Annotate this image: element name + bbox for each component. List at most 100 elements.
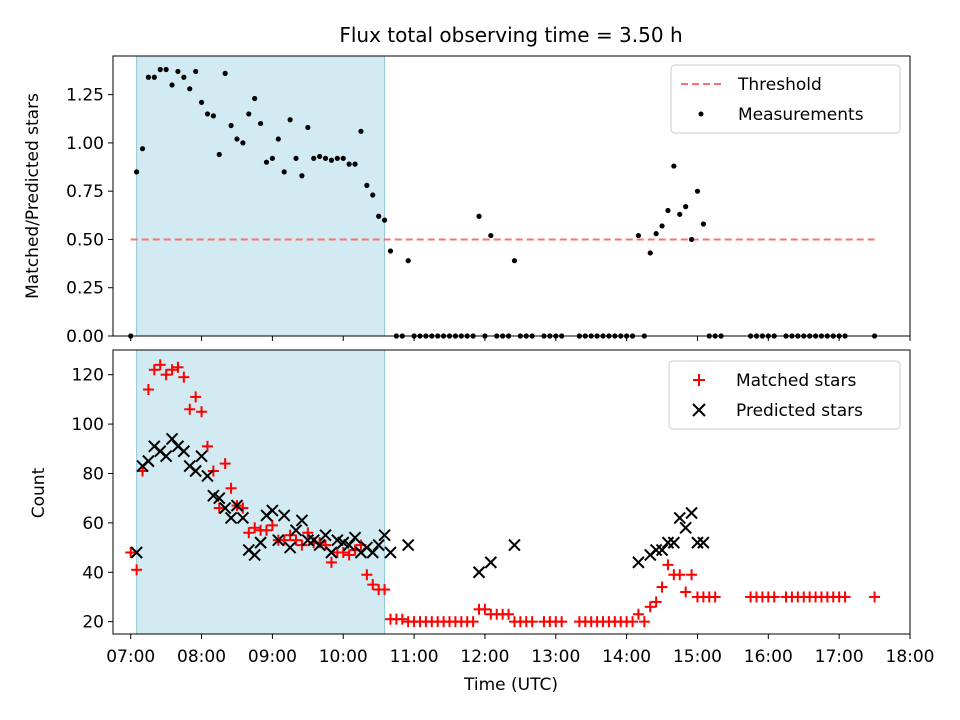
measurement-point (700, 221, 706, 227)
matched-star-point (337, 547, 349, 559)
measurement-point (169, 82, 175, 88)
predicted-star-point (248, 548, 261, 562)
predicted-star-point (348, 531, 362, 544)
matched-star-point (125, 547, 137, 559)
matched-star-point (709, 591, 721, 603)
top-y-tick-label: 0.25 (66, 279, 104, 299)
matched-star-point (213, 502, 225, 514)
measurement-point (252, 95, 258, 102)
measurement-point (653, 231, 659, 237)
matched-star-point (302, 527, 314, 539)
measurement-point (222, 70, 228, 76)
measurement-point (677, 211, 683, 217)
matched-star-point (190, 391, 202, 403)
bottom-y-axis: 20 40 60 80 100 120 (72, 366, 113, 633)
measurement-point (287, 117, 293, 123)
matched-star-point (361, 569, 373, 581)
predicted-stars-legend-label: Predicted stars (736, 401, 863, 421)
x-tick-label: 13:00 (531, 647, 580, 667)
x-tick-label: 10:00 (319, 647, 368, 667)
x-tick-label: 15:00 (673, 647, 722, 667)
matched-star-point (178, 371, 190, 383)
matched-star-point (662, 559, 674, 571)
matched-star-point (219, 458, 231, 470)
measurement-point (204, 111, 211, 117)
measurement-point (683, 204, 689, 210)
measurement-point (257, 120, 264, 127)
measurement-point (317, 153, 323, 160)
measurement-point (352, 161, 358, 167)
matched-star-point (290, 534, 302, 546)
measurement-point (145, 74, 152, 80)
x-tick-label: 08:00 (177, 647, 226, 667)
measurement-point (269, 155, 275, 161)
top-y-axis-label: Matched/Predicted stars (23, 93, 43, 299)
matched-star-point (638, 616, 650, 628)
matched-star-point (196, 406, 208, 418)
matched-star-point (627, 616, 639, 628)
matched-star-point (325, 556, 337, 568)
predicted-star-point (165, 432, 179, 446)
predicted-star-point (278, 509, 291, 522)
measurement-point (364, 182, 370, 188)
bottom-axes-frame (112, 349, 911, 635)
matched-star-point (260, 524, 272, 536)
measurement-point (175, 68, 181, 75)
predicted-star-point (372, 538, 385, 552)
predicted-star-point (679, 521, 692, 535)
bottom-panel: 20 40 60 80 100 120 07:00 08:00 09:00 10:00 11:00… (29, 349, 935, 695)
matched-star-point (650, 596, 662, 608)
measurement-point (234, 136, 240, 142)
matched-star-point (632, 608, 644, 620)
matched-star-point (131, 564, 143, 576)
predicted-star-point (195, 449, 208, 463)
measurement-point (305, 124, 311, 131)
measurement-point (671, 163, 677, 169)
observing-interval-shade-top (136, 55, 386, 337)
matched-star-point (154, 359, 166, 371)
predicted-star-point (484, 556, 498, 569)
predicted-star-point (301, 533, 315, 547)
top-y-tick-label: 0.75 (66, 182, 104, 202)
predicted-star-point (685, 506, 698, 520)
bottom-legend-box (668, 360, 901, 430)
matched-star-point (243, 527, 255, 539)
x-tick-label: 11:00 (390, 647, 439, 667)
top-y-tick-label: 0.50 (66, 230, 104, 250)
measurement-point (139, 146, 146, 152)
measurement-point (181, 74, 187, 80)
measurement-point (157, 66, 163, 73)
measurement-point (370, 192, 376, 198)
matched-stars-legend-label: Matched stars (736, 371, 856, 391)
bottom-y-tick-label: 100 (72, 415, 104, 435)
predicted-star-point (472, 566, 486, 579)
matched-star-point (644, 601, 656, 613)
measurement-point (376, 213, 382, 219)
predicted-star-point (691, 536, 704, 549)
threshold-legend-label: Threshold (737, 75, 822, 95)
measurement-point (346, 161, 352, 167)
matched-star-point (172, 361, 184, 373)
top-y-tick-label: 1.25 (66, 86, 104, 106)
bottom-x-axis: 07:00 08:00 09:00 10:00 11:00 12:00 13:00 14:00… (106, 634, 935, 667)
bottom-y-tick-label: 120 (72, 366, 104, 386)
predicted-star-point (655, 543, 669, 557)
measurement-point (647, 250, 653, 256)
x-tick-label: 09:00 (248, 647, 297, 667)
matched-star-point (278, 534, 290, 546)
measurement-point (216, 151, 222, 158)
matched-star-point (526, 616, 538, 628)
matched-star-point (503, 608, 515, 620)
measurement-point (281, 169, 287, 175)
matched-star-point (249, 522, 261, 534)
measurements-legend-swatch (698, 111, 704, 117)
measurement-point (293, 155, 299, 161)
measurement-point (511, 258, 518, 264)
predicted-star-point (289, 524, 303, 537)
x-tick-label: 12:00 (460, 647, 509, 667)
predicted-star-point (177, 445, 191, 458)
matched-star-point (184, 403, 196, 415)
predicted-star-point (378, 529, 391, 542)
matched-star-point (656, 581, 668, 593)
predicted-stars-legend-swatch (692, 403, 706, 417)
